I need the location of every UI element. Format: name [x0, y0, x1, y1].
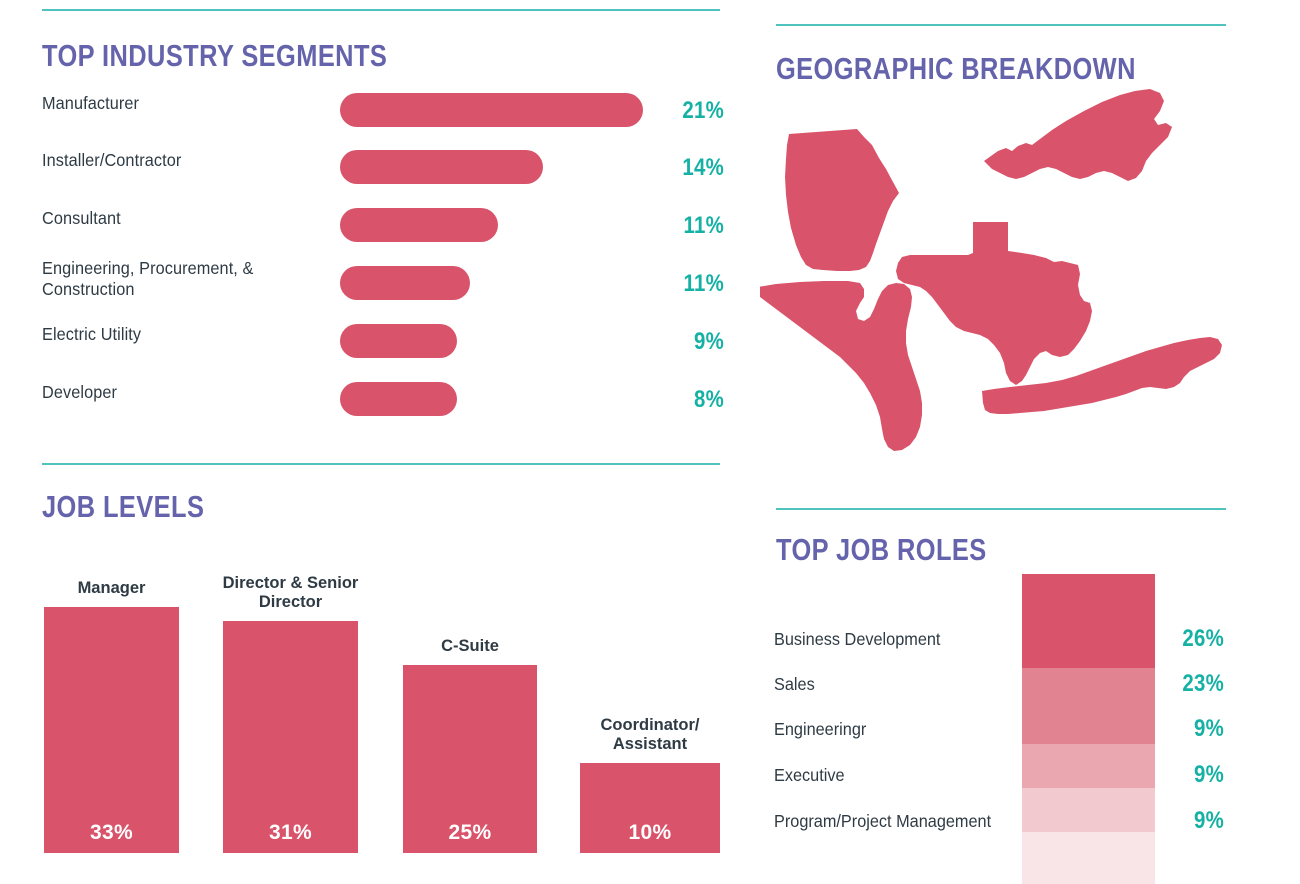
job-role-label: Program/Project Management — [774, 811, 992, 831]
industry-segment-percent: 9% — [693, 328, 724, 355]
industry-segment-label: Installer/Contractor — [42, 150, 182, 170]
industry-segment-label: Electric Utility — [42, 324, 142, 344]
job-level-column: Coordinator/ Assistant 10% — [580, 716, 720, 853]
job-level-column: Director & Senior Director 31% — [223, 574, 358, 853]
state-shape-texas — [896, 222, 1092, 385]
job-level-percent: 31% — [269, 821, 312, 844]
page-title-geographic-breakdown: GEOGRAPHIC BREAKDOWN — [776, 51, 1136, 86]
top-industry-segments-panel: TOP INDUSTRY SEGMENTS Manufacturer 21% I… — [0, 0, 760, 463]
job-role-percent: 9% — [1193, 807, 1224, 834]
industry-segment-bar — [340, 93, 643, 127]
job-levels-chart: Manager 33% Director & Senior Director 3… — [0, 538, 760, 853]
state-shape-north-carolina — [984, 89, 1172, 181]
industry-segment-bar — [340, 382, 457, 416]
top-job-roles-panel: TOP JOB ROLES Business Development 26% S… — [760, 480, 1300, 884]
industry-segment-bar-track — [340, 208, 498, 242]
page-title-industry-segments: TOP INDUSTRY SEGMENTS — [42, 38, 388, 73]
job-level-percent: 10% — [628, 821, 672, 844]
industry-segment-percent: 11% — [683, 212, 724, 239]
state-shape-florida — [760, 281, 922, 451]
job-level-bar: 10% — [580, 763, 720, 853]
job-role-label: Engineeringr — [774, 719, 867, 739]
job-role-percent: 9% — [1193, 715, 1224, 742]
job-role-row: Program/Project Management 9% — [774, 807, 1284, 834]
job-levels-panel: JOB LEVELS Manager 33% Director & Senior… — [0, 463, 760, 853]
section-divider — [776, 508, 1226, 510]
job-roles-stack-segment — [1022, 832, 1155, 884]
job-level-label: Director & Senior Director — [222, 574, 359, 611]
job-level-bar: 31% — [223, 621, 358, 853]
job-role-percent: 9% — [1193, 761, 1224, 788]
job-level-percent: 25% — [448, 821, 492, 844]
page-title-top-job-roles: TOP JOB ROLES — [776, 532, 987, 567]
industry-segment-percent: 11% — [683, 270, 724, 297]
section-divider — [776, 24, 1226, 26]
industry-segment-label: Consultant — [42, 208, 121, 228]
job-roles-stack-segment — [1022, 744, 1155, 788]
geographic-breakdown-panel: GEOGRAPHIC BREAKDOWN 33% GEORGIA 13% NOR… — [760, 0, 1300, 480]
industry-segment-bar-track — [340, 150, 543, 184]
job-level-column: C-Suite 25% — [403, 637, 537, 853]
industry-segment-percent: 21% — [682, 97, 724, 124]
job-role-row: Sales 23% — [774, 670, 1284, 697]
industry-segment-bar-track — [340, 382, 457, 416]
section-divider — [42, 9, 720, 11]
industry-segment-bar — [340, 208, 498, 242]
job-level-bar: 25% — [403, 665, 537, 853]
industry-segment-bar — [340, 266, 470, 300]
job-roles-stack-segment — [1022, 668, 1155, 744]
job-role-row: Business Development 26% — [774, 625, 1284, 652]
industry-segment-percent: 8% — [693, 386, 724, 413]
job-level-bar: 33% — [44, 607, 179, 853]
job-roles-stack-segment — [1022, 788, 1155, 832]
job-roles-stack-segment — [1022, 574, 1155, 668]
us-states-map — [760, 89, 1222, 451]
industry-segment-bar-track — [340, 93, 643, 127]
job-level-label: Coordinator/ Assistant — [600, 716, 700, 753]
industry-segment-label: Developer — [42, 382, 118, 402]
industry-segment-bar-track — [340, 324, 457, 358]
job-level-percent: 33% — [90, 821, 133, 844]
job-level-column: Manager 33% — [44, 579, 179, 853]
job-role-percent: 23% — [1182, 670, 1224, 697]
job-role-label: Executive — [774, 765, 845, 785]
job-role-row: Engineeringr 9% — [774, 715, 1284, 742]
job-role-label: Sales — [774, 674, 815, 694]
job-role-percent: 26% — [1182, 625, 1224, 652]
industry-segment-bar-track — [340, 266, 470, 300]
section-divider — [42, 463, 720, 465]
industry-segment-bar — [340, 324, 457, 358]
job-role-row: Executive 9% — [774, 761, 1284, 788]
job-level-label: C-Suite — [441, 637, 499, 655]
industry-segment-label: Manufacturer — [42, 93, 140, 113]
industry-segment-label: Engineering, Procurement, & Construction — [42, 258, 254, 299]
industry-segment-bar — [340, 150, 543, 184]
state-shape-georgia — [785, 129, 899, 271]
state-shape-tennessee — [982, 337, 1222, 414]
industry-segment-percent: 14% — [682, 154, 724, 181]
job-role-label: Business Development — [774, 629, 941, 649]
job-level-label: Manager — [77, 579, 146, 597]
page-title-job-levels: JOB LEVELS — [42, 489, 205, 524]
